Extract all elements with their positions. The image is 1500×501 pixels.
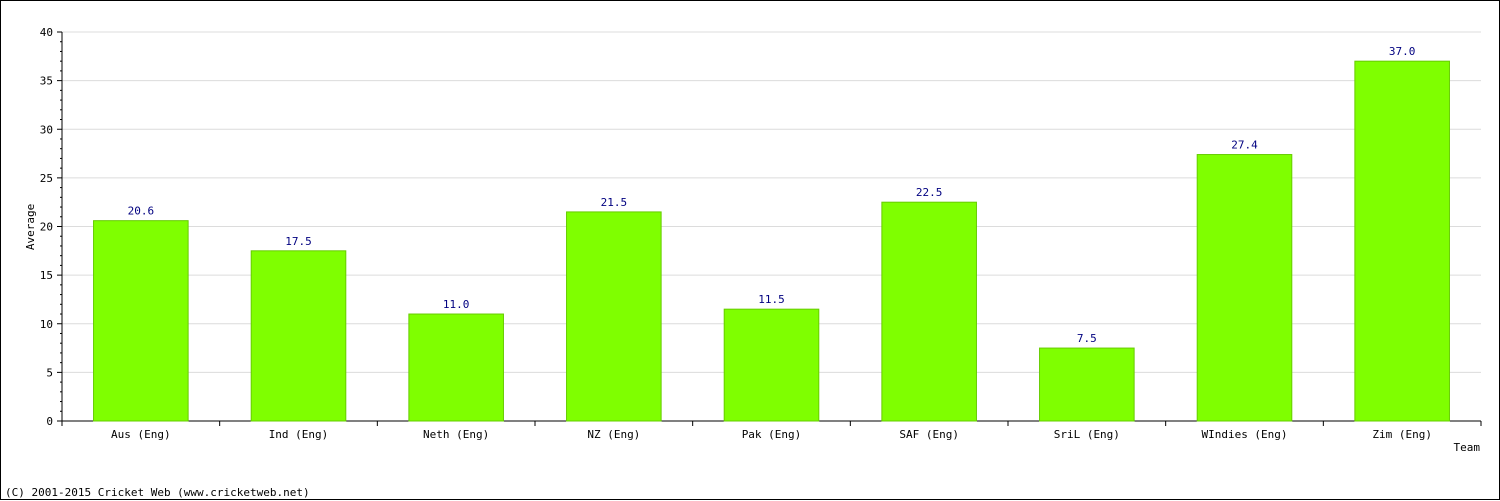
bar xyxy=(93,220,189,422)
bar xyxy=(566,211,662,422)
data-label: 11.5 xyxy=(758,293,785,306)
data-label: 37.0 xyxy=(1389,45,1416,58)
y-axis-label: Average xyxy=(24,204,37,250)
y-tick-label: 5 xyxy=(46,366,53,379)
bar xyxy=(1196,154,1293,422)
x-tick-label: NZ (Eng) xyxy=(587,428,640,441)
bars xyxy=(93,60,1450,422)
x-axis-label: Team xyxy=(1454,441,1481,454)
bar xyxy=(1354,60,1450,422)
data-label: 11.0 xyxy=(443,298,470,311)
x-tick-label: Ind (Eng) xyxy=(269,428,329,441)
bar xyxy=(723,308,820,422)
y-tick-label: 40 xyxy=(40,26,53,39)
x-tick-label: SriL (Eng) xyxy=(1054,428,1120,441)
x-tick-label: SAF (Eng) xyxy=(899,428,959,441)
x-tick-label: Pak (Eng) xyxy=(742,428,802,441)
value-labels: 20.6 17.5 11.0 21.5 11.5 22.5 7.5 27.4 37.0 xyxy=(128,45,1416,345)
x-tick-label: Aus (Eng) xyxy=(111,428,171,441)
data-label: 21.5 xyxy=(601,196,628,209)
data-label: 22.5 xyxy=(916,186,943,199)
y-tick-label: 0 xyxy=(46,415,53,428)
bar xyxy=(881,201,977,422)
copyright-text: (C) 2001-2015 Cricket Web (www.cricketwe… xyxy=(5,486,310,499)
y-tick-label: 30 xyxy=(40,123,53,136)
y-tick-label: 20 xyxy=(40,221,53,234)
y-tick-label: 25 xyxy=(40,172,53,185)
y-tick-label: 35 xyxy=(40,75,53,88)
bar xyxy=(250,250,347,422)
x-tick-label: Zim (Eng) xyxy=(1372,428,1432,441)
bar xyxy=(408,313,504,422)
data-label: 27.4 xyxy=(1231,139,1258,152)
x-tick-label: WIndies (Eng) xyxy=(1201,428,1287,441)
bar xyxy=(1039,347,1135,422)
data-label: 17.5 xyxy=(285,235,312,248)
x-tick-label: Neth (Eng) xyxy=(423,428,489,441)
y-tick-label: 15 xyxy=(40,269,53,282)
data-label: 7.5 xyxy=(1077,332,1097,345)
y-tick-label: 10 xyxy=(40,318,53,331)
data-label: 20.6 xyxy=(128,205,155,218)
